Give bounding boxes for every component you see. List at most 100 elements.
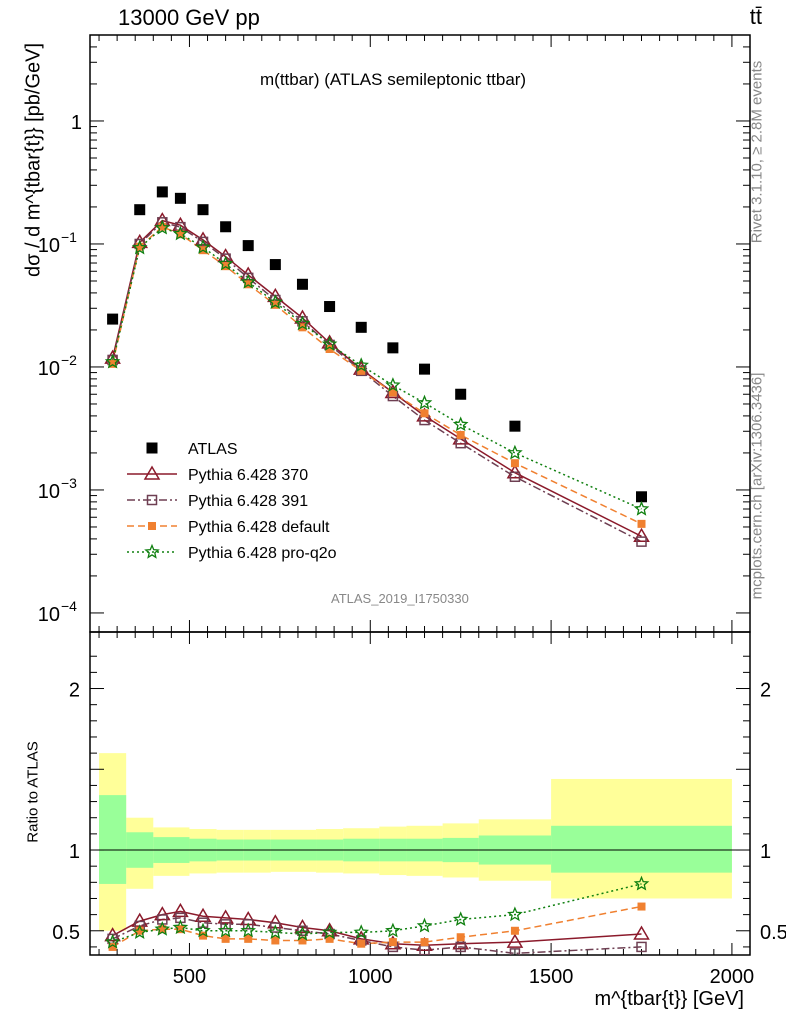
data-point <box>172 919 189 935</box>
band-inner <box>99 795 127 884</box>
data-point <box>267 924 284 939</box>
y-tick-label: 1 <box>71 112 82 134</box>
data-point <box>199 931 208 940</box>
data-point <box>510 459 519 468</box>
data-point <box>385 922 401 938</box>
data-point <box>506 933 524 948</box>
rivet-version: Rivet 3.1.10, ≥ 2.8M events <box>748 60 766 244</box>
legend-label: Pythia 6.428 391 <box>188 493 308 510</box>
y-tick-label: 10 <box>38 358 60 380</box>
data-point <box>176 925 185 934</box>
y-tick-label: 10 <box>38 235 60 257</box>
y-tick-label: 0.5 <box>52 922 80 944</box>
ratio-ylabel: Ratio to ATLAS <box>24 741 42 843</box>
data-point <box>456 933 465 942</box>
data-point <box>240 922 256 938</box>
data-point <box>267 914 284 929</box>
data-point <box>172 225 189 241</box>
data-point <box>416 394 433 410</box>
y-tick-exponent: −3 <box>61 475 77 491</box>
main-panel: 10 −410 −310 −210 −11 <box>38 34 751 955</box>
data-point <box>158 222 167 231</box>
data-point <box>325 344 334 353</box>
data-point <box>270 922 281 933</box>
data-point <box>156 186 168 198</box>
data-point <box>195 922 211 938</box>
data-point <box>154 219 171 235</box>
data-point <box>420 938 429 947</box>
data-point <box>633 527 650 543</box>
data-point <box>158 925 167 934</box>
data-point <box>176 230 185 239</box>
data-point <box>194 231 212 246</box>
data-point <box>217 255 234 271</box>
data-point <box>510 926 519 935</box>
ratio-series-line <box>112 910 642 947</box>
y-tick-label: 2 <box>69 680 80 702</box>
data-point <box>134 204 146 216</box>
data-point <box>455 388 467 400</box>
data-point <box>633 500 650 516</box>
y-tick-label: 1 <box>760 841 771 863</box>
data-point <box>357 939 366 948</box>
data-point <box>388 388 397 397</box>
data-point <box>452 416 469 432</box>
y-tick-label: 0.5 <box>760 922 786 944</box>
x-tick-label: 1500 <box>529 966 574 988</box>
data-point <box>509 420 521 432</box>
mcplots-credit: mcplots.cern.ch [arXiv:1306.3436] <box>748 372 766 600</box>
data-point <box>135 242 144 251</box>
band-inner <box>551 825 732 873</box>
data-point <box>353 357 369 372</box>
data-point <box>220 919 231 930</box>
series-line <box>111 221 642 543</box>
series-line <box>111 219 642 537</box>
data-point <box>131 924 148 939</box>
process-label: tt̄ <box>749 4 762 29</box>
data-point <box>324 301 336 313</box>
data-point <box>267 294 284 309</box>
x-tick-label: 500 <box>173 966 206 988</box>
data-point <box>325 934 334 943</box>
x-tick-label: 1000 <box>348 966 393 988</box>
data-point <box>456 430 465 439</box>
y-tick-exponent: −4 <box>61 598 77 614</box>
data-point <box>104 353 121 369</box>
data-point <box>509 471 521 483</box>
data-point <box>194 907 212 922</box>
data-point <box>355 321 367 333</box>
data-point <box>174 192 186 204</box>
legend: ATLAS Pythia 6.428 370 Pythia 6.428 391 Pyt… <box>127 441 337 562</box>
data-point <box>143 465 161 480</box>
data-point <box>321 924 338 939</box>
series-line <box>111 227 642 510</box>
ratio-series-line <box>112 905 642 948</box>
y-tick-label: 1 <box>69 841 80 863</box>
ratio-series-line <box>112 883 642 943</box>
data-point <box>296 278 308 290</box>
data-point <box>294 925 311 941</box>
data-point <box>197 204 209 216</box>
data-point <box>455 941 466 953</box>
legend-label: Pythia 6.428 default <box>188 519 330 536</box>
data-point <box>144 543 160 559</box>
data-point <box>269 259 281 271</box>
legend-label: Pythia 6.428 370 <box>188 467 308 484</box>
ratio-series-line <box>112 917 642 955</box>
data-point <box>321 335 338 351</box>
main-frame <box>89 34 751 633</box>
data-point <box>244 934 253 943</box>
data-point <box>387 342 399 354</box>
data-point <box>217 248 234 263</box>
xlabel: m^{tbar{t}} [GeV] <box>594 988 744 1010</box>
main-title: m(ttbar) (ATLAS semileptonic ttbar) <box>260 70 527 89</box>
data-point <box>388 938 397 947</box>
data-point <box>242 240 254 252</box>
y-tick-label: 10 <box>38 604 60 626</box>
data-point <box>131 239 148 255</box>
data-point <box>240 273 256 289</box>
data-point <box>146 442 158 454</box>
data-point <box>636 491 648 503</box>
